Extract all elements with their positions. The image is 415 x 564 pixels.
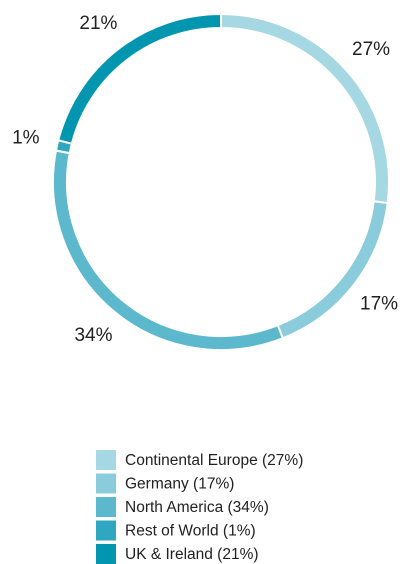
legend-swatch xyxy=(96,544,116,564)
legend-label: Continental Europe (27%) xyxy=(125,452,303,469)
legend-swatch xyxy=(96,497,116,517)
data-label: 1% xyxy=(12,127,40,148)
legend-label: UK & Ireland (21%) xyxy=(125,546,259,563)
donut-slice xyxy=(52,149,285,351)
donut-slice xyxy=(276,200,389,340)
legend-label: Germany (17%) xyxy=(125,476,234,493)
data-label: 27% xyxy=(352,39,390,60)
data-label: 21% xyxy=(79,13,117,34)
data-label: 17% xyxy=(360,294,398,315)
legend-swatch xyxy=(96,520,116,541)
legend-label: Rest of World (1%) xyxy=(125,523,256,540)
donut-slice xyxy=(57,12,222,145)
data-label: 34% xyxy=(74,325,112,346)
legend-label: North America (34%) xyxy=(125,499,269,516)
legend-swatch xyxy=(96,450,116,470)
legend-swatch xyxy=(96,473,116,494)
